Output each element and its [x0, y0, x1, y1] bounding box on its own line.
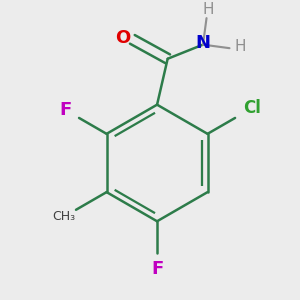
Text: F: F: [59, 101, 71, 119]
Text: O: O: [115, 28, 130, 46]
Text: Cl: Cl: [243, 99, 261, 117]
Text: CH₃: CH₃: [52, 210, 75, 224]
Text: N: N: [196, 34, 211, 52]
Text: H: H: [202, 2, 214, 17]
Text: H: H: [234, 39, 246, 54]
Text: F: F: [151, 260, 163, 278]
